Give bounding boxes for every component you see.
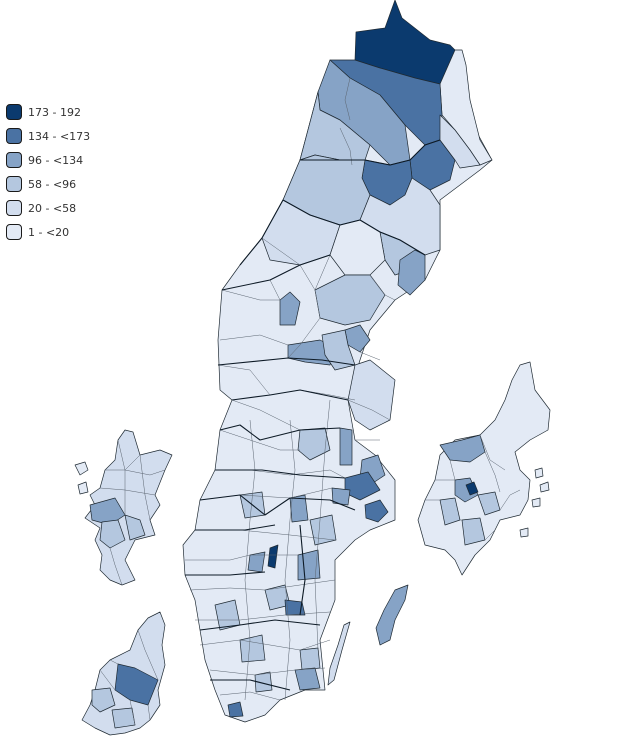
region[interactable] <box>364 499 389 523</box>
legend-label: 20 - <58 <box>28 201 77 215</box>
legend-swatch <box>6 128 22 144</box>
region[interactable] <box>314 274 386 326</box>
region[interactable] <box>124 514 146 541</box>
region[interactable] <box>347 359 396 431</box>
inset-stockholm-borders <box>425 434 521 541</box>
region[interactable] <box>239 634 266 663</box>
region[interactable] <box>397 249 426 296</box>
region[interactable] <box>465 481 479 496</box>
region[interactable] <box>279 291 301 326</box>
county-borders <box>185 139 441 691</box>
region[interactable] <box>331 487 351 506</box>
region <box>531 497 541 508</box>
map-legend: 173 - 192 134 - <173 96 - <134 58 - <96 … <box>6 100 90 244</box>
inset-skane-borders <box>99 629 159 726</box>
legend-item: 1 - <20 <box>6 220 90 244</box>
inset-skane <box>81 611 166 736</box>
region[interactable] <box>289 494 309 523</box>
legend-swatch <box>6 152 22 168</box>
legend-item: 173 - 192 <box>6 100 90 124</box>
legend-swatch <box>6 200 22 216</box>
region[interactable] <box>77 481 89 495</box>
region[interactable] <box>297 549 321 581</box>
inset-west-borders <box>99 439 166 586</box>
legend-swatch <box>6 224 22 240</box>
inset-west-coast <box>74 429 173 586</box>
legend-label: 173 - 192 <box>28 105 81 119</box>
legend-swatch <box>6 104 22 120</box>
region[interactable] <box>439 114 481 169</box>
region <box>539 481 550 493</box>
region[interactable] <box>309 514 337 546</box>
legend-label: 134 - <173 <box>28 129 91 143</box>
legend-swatch <box>6 176 22 192</box>
legend-label: 96 - <134 <box>28 153 84 167</box>
region[interactable] <box>267 544 279 569</box>
legend-label: 58 - <96 <box>28 177 77 191</box>
inset-stockholm <box>417 361 551 576</box>
region[interactable] <box>299 647 321 671</box>
region[interactable] <box>99 519 126 549</box>
legend-label: 1 - <20 <box>28 225 70 239</box>
legend-item: 20 - <58 <box>6 196 90 220</box>
island-oland[interactable] <box>327 621 351 686</box>
region[interactable] <box>417 361 551 576</box>
region[interactable] <box>297 427 331 461</box>
island-gotland[interactable] <box>375 584 409 646</box>
region[interactable] <box>254 671 273 693</box>
region[interactable] <box>111 707 136 729</box>
region <box>534 467 544 479</box>
region <box>519 527 529 538</box>
region[interactable] <box>339 427 353 466</box>
region[interactable] <box>91 687 116 713</box>
legend-item: 134 - <173 <box>6 124 90 148</box>
region[interactable] <box>227 701 244 718</box>
region[interactable] <box>74 461 89 476</box>
region[interactable] <box>294 667 321 691</box>
legend-item: 96 - <134 <box>6 148 90 172</box>
legend-item: 58 - <96 <box>6 172 90 196</box>
mainland <box>182 0 493 723</box>
